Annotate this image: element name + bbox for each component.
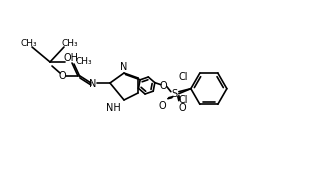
Text: Cl: Cl [178,72,188,82]
Text: O: O [159,81,167,91]
Text: S: S [172,89,178,99]
Text: OH: OH [64,53,78,63]
Text: O: O [158,101,166,111]
Text: O: O [178,103,186,113]
Text: CH₃: CH₃ [62,39,78,47]
Text: CH₃: CH₃ [75,57,92,67]
Text: N: N [120,62,128,72]
Text: N: N [89,79,97,89]
Text: NH: NH [106,103,121,113]
Text: O: O [58,71,66,81]
Text: Cl: Cl [178,95,188,105]
Text: CH₃: CH₃ [21,39,37,47]
